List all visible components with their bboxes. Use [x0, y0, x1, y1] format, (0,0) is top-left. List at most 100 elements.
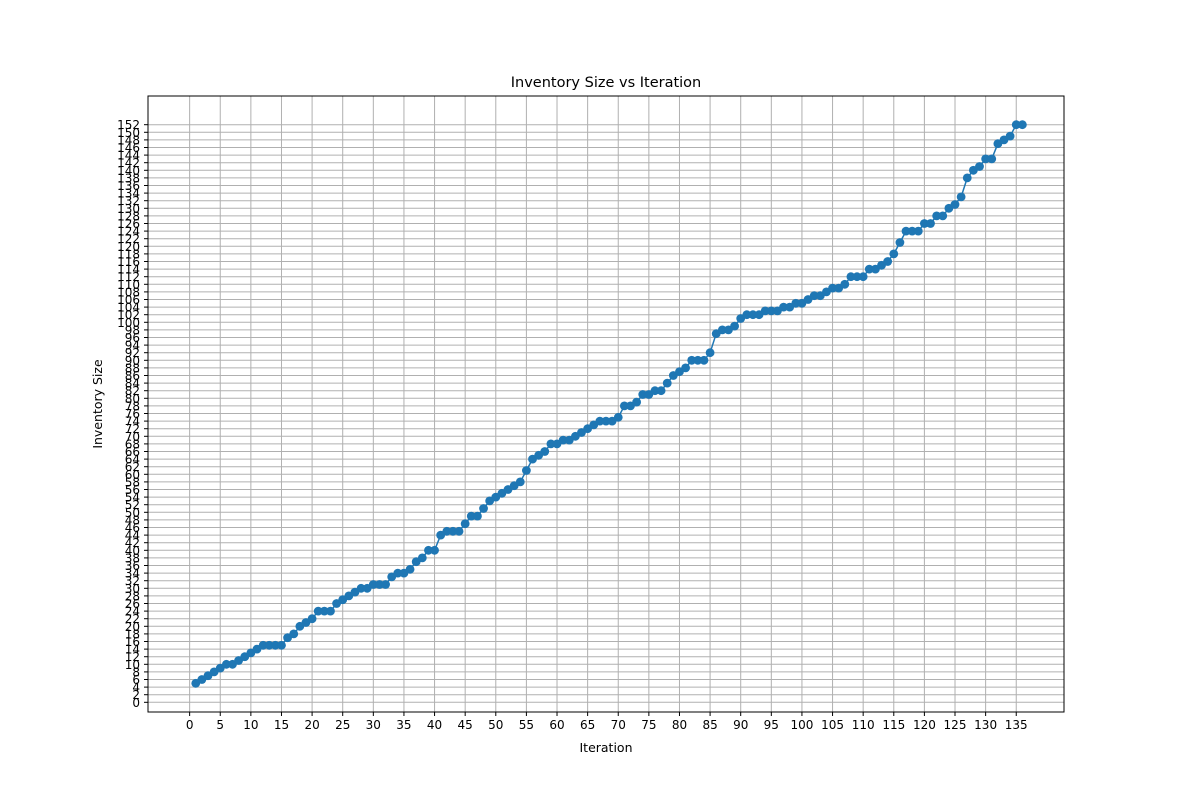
- data-point: [883, 257, 893, 266]
- data-point: [613, 412, 623, 422]
- data-point: [1005, 131, 1015, 141]
- chart-title: Inventory Size vs Iteration: [511, 75, 702, 91]
- data-point: [828, 283, 837, 293]
- data-point: [540, 447, 550, 456]
- data-point: [258, 640, 268, 650]
- data-point: [662, 378, 672, 388]
- data-point: [601, 416, 611, 426]
- x-tick-label: 130: [974, 718, 997, 732]
- y-tick-label: 134: [117, 187, 140, 201]
- x-tick-label: 105: [821, 718, 844, 732]
- y-tick-label: 32: [125, 574, 140, 588]
- y-tick-label: 8: [132, 665, 140, 679]
- x-tick-label: 115: [882, 718, 905, 732]
- y-tick-label: 152: [117, 118, 140, 132]
- y-tick-label: 146: [117, 141, 140, 155]
- x-tick-label: 135: [1005, 718, 1028, 732]
- data-point: [687, 355, 697, 365]
- x-tick-label: 65: [580, 718, 595, 732]
- y-tick-label: 24: [125, 605, 140, 619]
- data-point: [375, 580, 384, 589]
- data-point: [393, 568, 403, 578]
- data-point: [270, 640, 280, 650]
- data-point: [466, 511, 476, 521]
- y-tick-label: 42: [125, 536, 140, 550]
- y-tick-label: 90: [125, 354, 140, 368]
- data-point: [858, 272, 868, 282]
- y-tick-label: 110: [117, 278, 140, 292]
- data-point: [907, 226, 917, 236]
- data-point: [919, 219, 929, 228]
- y-tick-label: 144: [117, 149, 140, 163]
- y-tick-label: 56: [125, 483, 140, 497]
- data-point: [864, 264, 874, 274]
- y-tick-label: 92: [125, 346, 140, 360]
- y-tick-label: 28: [125, 589, 140, 603]
- data-point: [460, 519, 470, 529]
- data-point: [264, 640, 274, 650]
- y-tick-label: 2: [132, 688, 140, 702]
- x-tick-label: 45: [458, 718, 473, 732]
- x-axis: 0 5 10 15 20 25 30 35 40 45 50 55 60 65 70 75 80 85 90 95 10…: [186, 712, 1028, 732]
- y-tick-label: 70: [125, 430, 140, 444]
- x-tick-label: 5: [216, 718, 224, 732]
- x-tick-label: 75: [641, 718, 656, 732]
- data-point: [705, 348, 715, 358]
- x-tick-label: 60: [549, 718, 564, 732]
- y-tick-label: 44: [125, 529, 140, 543]
- data-point: [515, 477, 525, 487]
- y-tick-label: 82: [125, 384, 140, 398]
- data-point: [356, 583, 366, 593]
- data-point: [1017, 120, 1027, 130]
- y-tick-label: 78: [125, 399, 140, 413]
- y-tick-label: 34: [125, 567, 140, 581]
- x-tick-label: 30: [366, 718, 381, 732]
- data-point: [975, 162, 984, 171]
- data-point: [326, 606, 335, 616]
- y-axis: 0246810121416182022242628303234363840424…: [117, 118, 148, 710]
- x-tick-label: 85: [702, 718, 717, 732]
- x-tick-label: 100: [790, 718, 813, 732]
- y-tick-label: 118: [117, 247, 140, 261]
- data-point: [938, 211, 948, 221]
- y-tick-label: 26: [125, 597, 140, 611]
- y-tick-label: 104: [117, 301, 140, 315]
- y-tick-label: 46: [125, 521, 140, 535]
- y-tick-label: 20: [125, 620, 140, 634]
- y-tick-label: 76: [125, 407, 140, 421]
- y-tick-label: 138: [117, 171, 140, 185]
- data-point: [913, 226, 923, 236]
- data-point: [699, 355, 709, 365]
- data-point: [889, 249, 899, 259]
- data-point: [546, 439, 556, 449]
- y-tick-label: 106: [117, 293, 140, 307]
- data-point: [650, 386, 660, 396]
- y-tick-label: 6: [132, 673, 140, 687]
- data-point: [424, 545, 433, 555]
- y-tick-label: 150: [117, 126, 140, 140]
- data-point: [717, 325, 727, 335]
- y-tick-label: 130: [117, 202, 140, 216]
- data-point: [981, 154, 991, 164]
- y-tick-label: 10: [125, 658, 140, 672]
- y-tick-label: 30: [125, 582, 140, 596]
- y-tick-label: 102: [117, 308, 140, 322]
- data-point: [766, 306, 776, 316]
- y-tick-label: 16: [125, 635, 140, 649]
- y-tick-label: 100: [117, 316, 140, 330]
- data-point: [840, 279, 850, 289]
- data-point: [846, 272, 856, 282]
- data-point: [619, 401, 629, 411]
- x-tick-label: 15: [274, 718, 289, 732]
- y-tick-label: 132: [117, 194, 140, 208]
- data-point: [448, 526, 458, 536]
- plot-frame: [147, 95, 1065, 713]
- y-tick-label: 80: [125, 392, 140, 406]
- y-tick-label: 40: [125, 544, 140, 558]
- data-point: [932, 211, 942, 221]
- data-point: [221, 659, 231, 669]
- y-tick-label: 4: [132, 681, 140, 695]
- y-tick-label: 72: [125, 422, 140, 436]
